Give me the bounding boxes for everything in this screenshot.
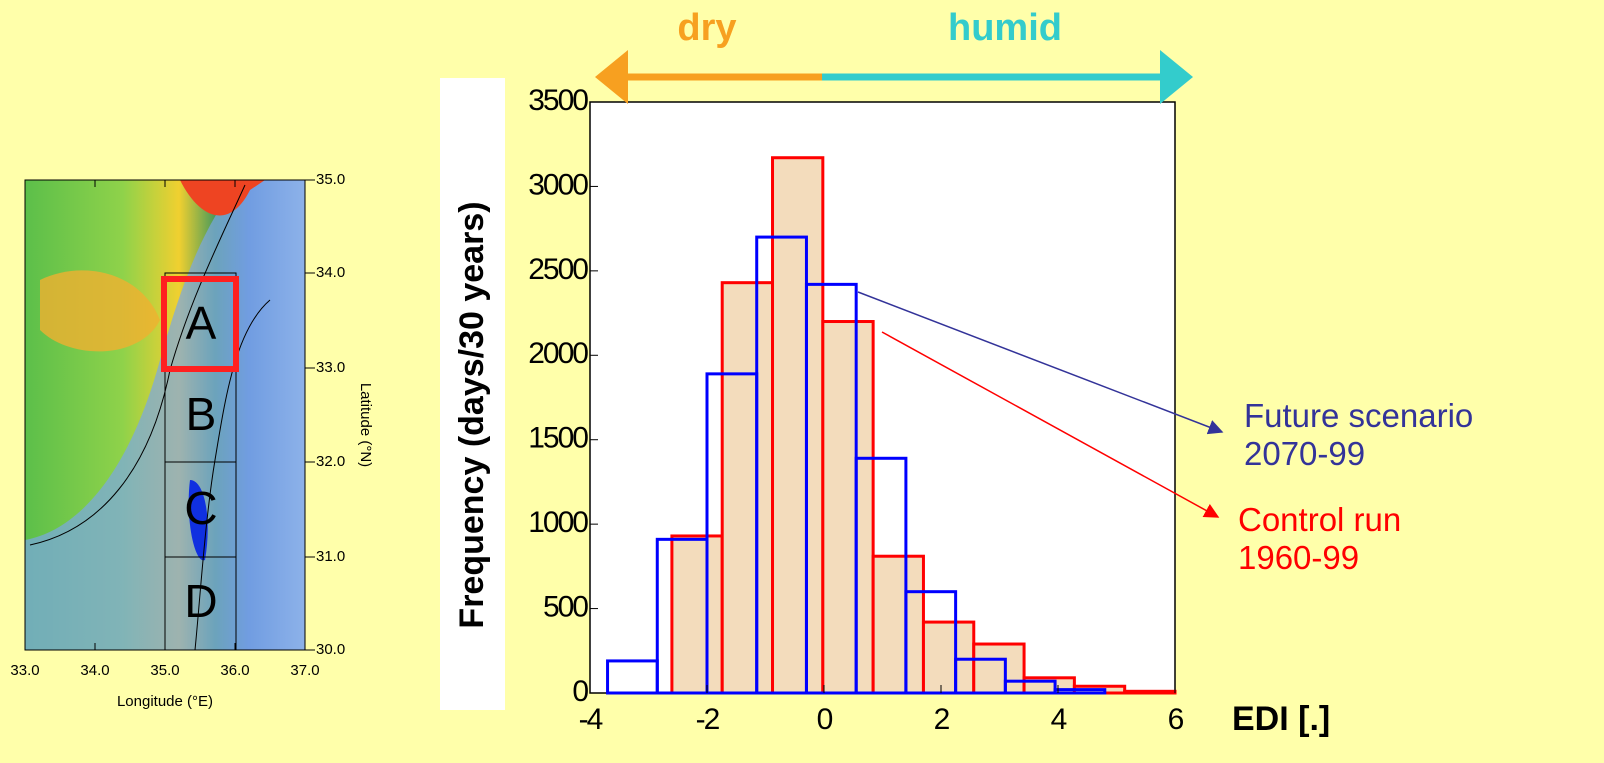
x-axis-label: EDI [.] xyxy=(1232,700,1330,738)
map-x-tick-label: 37.0 xyxy=(290,662,319,679)
map-y-label: Latitude (°N) xyxy=(357,383,374,467)
x-tick-label: 4 xyxy=(1051,703,1067,736)
histogram-bar xyxy=(720,281,775,695)
histogram-bar xyxy=(1123,689,1177,695)
y-tick-label: 0 xyxy=(572,675,588,708)
map-y-tick-label: 32.0 xyxy=(316,453,345,470)
y-tick-label: 1000 xyxy=(528,506,588,539)
histogram-bar xyxy=(904,590,958,695)
y-tick-label: 1500 xyxy=(528,422,588,455)
callout-arrow xyxy=(881,331,1220,518)
histogram-bar xyxy=(1053,688,1107,695)
map-y-tick-label: 33.0 xyxy=(316,359,345,376)
map-high xyxy=(40,270,160,352)
region-label: A xyxy=(186,297,217,349)
region-label: C xyxy=(184,482,217,534)
region-label: D xyxy=(184,575,217,627)
y-tick-label: 500 xyxy=(543,590,588,623)
y-axis-label: Frequency (days/30 years) xyxy=(453,201,491,628)
map-x-tick-label: 36.0 xyxy=(220,662,249,679)
y-tick-label: 3500 xyxy=(528,84,588,117)
histogram-bar xyxy=(854,456,908,695)
x-tick-label: 6 xyxy=(1168,703,1184,736)
x-tick-label: 0 xyxy=(817,703,833,736)
callout-arrow xyxy=(857,291,1224,435)
legend-entry: Future scenario 2070-99 xyxy=(1244,397,1474,472)
y-tick-label: 2000 xyxy=(528,337,588,370)
histogram-bar xyxy=(972,642,1026,695)
x-tick-label: -2 xyxy=(696,703,720,736)
map-y-tick-label: 30.0 xyxy=(316,641,345,658)
histogram-bar xyxy=(670,534,724,695)
y-tick-label: 3000 xyxy=(528,168,588,201)
histogram-bar xyxy=(1003,679,1057,695)
dry-arrowhead xyxy=(595,50,628,104)
histogram-bar xyxy=(821,320,875,695)
humid-arrowhead xyxy=(1160,50,1193,104)
x-tick-label: 2 xyxy=(934,703,950,736)
region-highlight xyxy=(161,276,239,372)
histogram-bar xyxy=(871,554,925,695)
map-y-tick-label: 34.0 xyxy=(316,264,345,281)
map xyxy=(24,179,306,651)
histogram-bar xyxy=(921,620,976,695)
region-label: B xyxy=(186,388,217,440)
map-x-tick-label: 33.0 xyxy=(10,662,39,679)
annotation: humid xyxy=(948,7,1062,49)
x-tick-label: -4 xyxy=(579,703,603,736)
map-y-tick-label: 35.0 xyxy=(316,171,345,188)
map-x-tick-label: 34.0 xyxy=(80,662,109,679)
map-x-label: Longitude (°E) xyxy=(117,693,213,710)
map-lake xyxy=(188,480,208,561)
map-x-tick-label: 35.0 xyxy=(150,662,179,679)
map-y-tick-label: 31.0 xyxy=(316,548,345,565)
y-label-box xyxy=(440,78,505,710)
histogram-bar xyxy=(954,657,1007,695)
annotation: dry xyxy=(677,7,736,49)
y-tick-label: 2500 xyxy=(528,253,588,286)
legend-entry: Control run 1960-99 xyxy=(1238,501,1402,576)
